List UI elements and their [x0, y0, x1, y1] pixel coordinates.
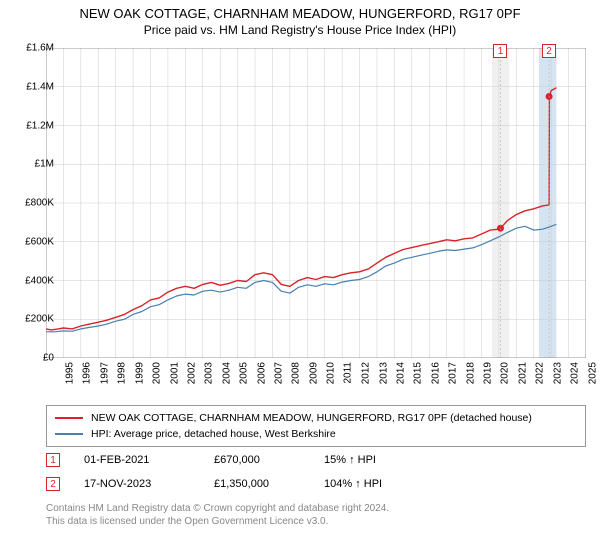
x-tick-label: 2003	[204, 362, 215, 384]
legend-row: HPI: Average price, detached house, West…	[55, 426, 577, 442]
x-tick-label: 2007	[273, 362, 284, 384]
chart-titles: NEW OAK COTTAGE, CHARNHAM MEADOW, HUNGER…	[0, 0, 600, 37]
chart-svg	[46, 48, 586, 358]
x-tick-label: 1999	[134, 362, 145, 384]
title-address: NEW OAK COTTAGE, CHARNHAM MEADOW, HUNGER…	[0, 6, 600, 21]
chart-plot-area	[46, 48, 586, 358]
legend-row: NEW OAK COTTAGE, CHARNHAM MEADOW, HUNGER…	[55, 410, 577, 426]
x-tick-label: 2018	[465, 362, 476, 384]
annotation-pct: 15% ↑ HPI	[324, 454, 434, 466]
y-tick-label: £200K	[10, 314, 54, 325]
x-tick-label: 2016	[430, 362, 441, 384]
footer-attribution: Contains HM Land Registry data © Crown c…	[46, 502, 389, 528]
annotation-table: 1 01-FEB-2021 £670,000 15% ↑ HPI 2 17-NO…	[46, 448, 586, 496]
x-tick-label: 1998	[117, 362, 128, 384]
annotation-pct: 104% ↑ HPI	[324, 478, 434, 490]
y-tick-label: £800K	[10, 198, 54, 209]
title-subtitle: Price paid vs. HM Land Registry's House …	[0, 23, 600, 37]
legend-swatch	[55, 433, 83, 435]
x-tick-label: 1995	[64, 362, 75, 384]
y-tick-label: £400K	[10, 275, 54, 286]
legend-label: NEW OAK COTTAGE, CHARNHAM MEADOW, HUNGER…	[91, 412, 532, 424]
annotation-row: 2 17-NOV-2023 £1,350,000 104% ↑ HPI	[46, 472, 586, 496]
annotation-date: 17-NOV-2023	[84, 478, 214, 490]
x-tick-label: 2021	[517, 362, 528, 384]
y-tick-label: £1M	[10, 159, 54, 170]
x-tick-label: 2019	[482, 362, 493, 384]
y-tick-label: £1.2M	[10, 120, 54, 131]
annotation-number-box: 1	[46, 453, 60, 467]
y-tick-label: £0	[10, 353, 54, 364]
x-tick-label: 2002	[186, 362, 197, 384]
x-tick-label: 2025	[587, 362, 598, 384]
annotation-date: 01-FEB-2021	[84, 454, 214, 466]
footer-line: Contains HM Land Registry data © Crown c…	[46, 502, 389, 515]
annotation-number-box: 2	[46, 477, 60, 491]
x-tick-label: 2009	[308, 362, 319, 384]
x-tick-label: 2006	[256, 362, 267, 384]
y-tick-label: £600K	[10, 236, 54, 247]
legend-label: HPI: Average price, detached house, West…	[91, 428, 336, 440]
x-tick-label: 2008	[291, 362, 302, 384]
x-tick-label: 2022	[535, 362, 546, 384]
annotation-row: 1 01-FEB-2021 £670,000 15% ↑ HPI	[46, 448, 586, 472]
chart-container: NEW OAK COTTAGE, CHARNHAM MEADOW, HUNGER…	[0, 0, 600, 560]
legend-box: NEW OAK COTTAGE, CHARNHAM MEADOW, HUNGER…	[46, 405, 586, 447]
x-tick-label: 2010	[326, 362, 337, 384]
chart-callout-box: 1	[493, 44, 507, 58]
footer-line: This data is licensed under the Open Gov…	[46, 515, 389, 528]
x-tick-label: 2005	[238, 362, 249, 384]
x-tick-label: 2014	[395, 362, 406, 384]
y-tick-label: £1.6M	[10, 43, 54, 54]
legend-swatch	[55, 417, 83, 419]
x-tick-label: 2024	[569, 362, 580, 384]
x-tick-label: 1996	[82, 362, 93, 384]
x-tick-label: 2012	[360, 362, 371, 384]
y-tick-label: £1.4M	[10, 81, 54, 92]
x-tick-label: 2017	[447, 362, 458, 384]
x-tick-label: 2000	[151, 362, 162, 384]
annotation-price: £670,000	[214, 454, 324, 466]
x-tick-label: 2001	[169, 362, 180, 384]
x-tick-label: 1997	[99, 362, 110, 384]
x-tick-label: 2023	[552, 362, 563, 384]
x-tick-label: 2011	[342, 362, 353, 384]
x-tick-label: 2013	[378, 362, 389, 384]
chart-callout-box: 2	[542, 44, 556, 58]
x-tick-label: 2015	[413, 362, 424, 384]
x-tick-label: 2020	[500, 362, 511, 384]
x-tick-label: 2004	[221, 362, 232, 384]
annotation-price: £1,350,000	[214, 478, 324, 490]
